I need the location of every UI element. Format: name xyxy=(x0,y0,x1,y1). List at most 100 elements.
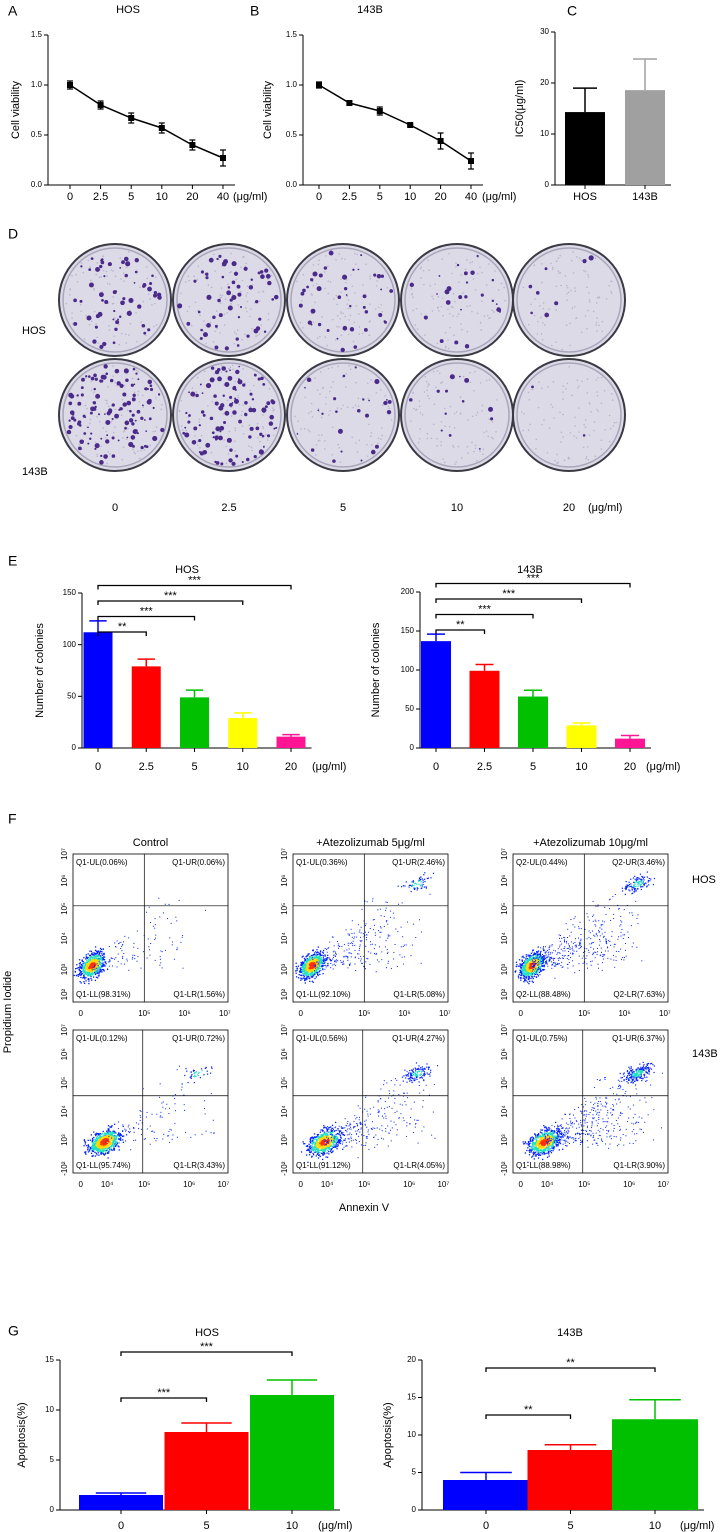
colony xyxy=(227,440,229,442)
event-dot xyxy=(137,931,138,932)
event-dot xyxy=(312,956,313,957)
event-dot xyxy=(88,959,89,960)
event-dot xyxy=(314,952,315,953)
error-bar xyxy=(621,736,639,739)
texture xyxy=(456,316,458,318)
colony xyxy=(380,289,382,291)
event-dot xyxy=(630,879,631,880)
colony xyxy=(200,337,203,340)
event-dot xyxy=(353,938,354,939)
event-dot xyxy=(306,967,307,968)
colony xyxy=(119,316,121,318)
event-dot xyxy=(412,881,413,882)
event-dot xyxy=(308,963,309,964)
texture xyxy=(551,345,553,347)
colony xyxy=(223,395,225,397)
colony xyxy=(258,318,261,321)
colony xyxy=(364,328,368,332)
event-dot xyxy=(182,937,183,938)
event-dot xyxy=(617,939,618,940)
texture xyxy=(213,341,215,343)
colony xyxy=(114,414,119,419)
event-dot xyxy=(546,954,547,955)
colony xyxy=(151,274,154,277)
x-tick-label: 5 xyxy=(128,191,134,203)
colony xyxy=(226,290,231,295)
event-dot xyxy=(421,963,422,964)
event-dot xyxy=(354,936,355,937)
row-label: HOS xyxy=(692,874,716,886)
event-dot xyxy=(330,959,331,960)
significance-label: *** xyxy=(140,605,154,617)
texture xyxy=(479,451,481,453)
texture xyxy=(84,338,86,340)
event-dot xyxy=(316,967,317,968)
colony xyxy=(77,402,81,406)
event-dot xyxy=(93,1137,94,1138)
y-tick-label: 1.5 xyxy=(286,30,298,39)
event-dot xyxy=(424,872,425,873)
texture xyxy=(585,458,587,460)
event-dot xyxy=(562,955,563,956)
event-dot xyxy=(348,943,349,944)
texture xyxy=(135,312,137,314)
colony xyxy=(449,434,452,437)
colony xyxy=(113,341,116,344)
event-dot xyxy=(89,955,90,956)
event-dot xyxy=(644,877,645,878)
texture xyxy=(562,414,564,416)
event-dot xyxy=(621,922,622,923)
event-dot xyxy=(372,898,373,899)
event-dot xyxy=(560,945,561,946)
texture xyxy=(224,324,226,326)
event-dot xyxy=(653,884,654,885)
event-dot xyxy=(175,917,176,918)
texture xyxy=(127,409,129,411)
texture xyxy=(539,305,541,307)
colony xyxy=(224,382,229,387)
colony xyxy=(94,448,96,450)
texture xyxy=(601,330,603,332)
y-tick-label: 1.5 xyxy=(31,30,43,39)
event-dot xyxy=(523,957,524,958)
event-dot xyxy=(536,968,537,969)
colony xyxy=(135,420,137,422)
texture xyxy=(132,449,134,451)
event-dot xyxy=(118,943,119,944)
event-dot xyxy=(296,966,297,967)
event-dot xyxy=(592,942,593,943)
texture xyxy=(441,258,443,260)
texture xyxy=(596,302,598,304)
colony xyxy=(128,442,133,447)
event-dot xyxy=(96,968,97,969)
event-dot xyxy=(417,889,418,890)
event-dot xyxy=(564,948,565,949)
event-dot xyxy=(90,975,91,976)
event-dot xyxy=(321,957,322,958)
event-dot xyxy=(534,958,535,959)
colony xyxy=(213,394,217,398)
texture xyxy=(424,376,426,378)
event-dot xyxy=(77,974,78,975)
texture xyxy=(348,333,350,335)
texture xyxy=(247,285,249,287)
event-dot xyxy=(160,962,161,963)
event-dot xyxy=(316,976,317,977)
bar xyxy=(132,666,161,748)
texture xyxy=(225,298,227,300)
colony xyxy=(81,393,84,396)
colony xyxy=(531,385,534,388)
event-dot xyxy=(301,970,302,971)
texture xyxy=(488,263,490,265)
event-dot xyxy=(562,950,563,951)
event-dot xyxy=(321,955,322,956)
texture xyxy=(326,345,328,347)
event-dot xyxy=(309,957,310,958)
texture xyxy=(386,287,388,289)
texture xyxy=(197,377,199,379)
texture xyxy=(534,315,536,317)
y-tick-label: 20 xyxy=(540,78,549,87)
texture xyxy=(340,408,342,410)
texture xyxy=(304,428,306,430)
texture xyxy=(426,389,428,391)
